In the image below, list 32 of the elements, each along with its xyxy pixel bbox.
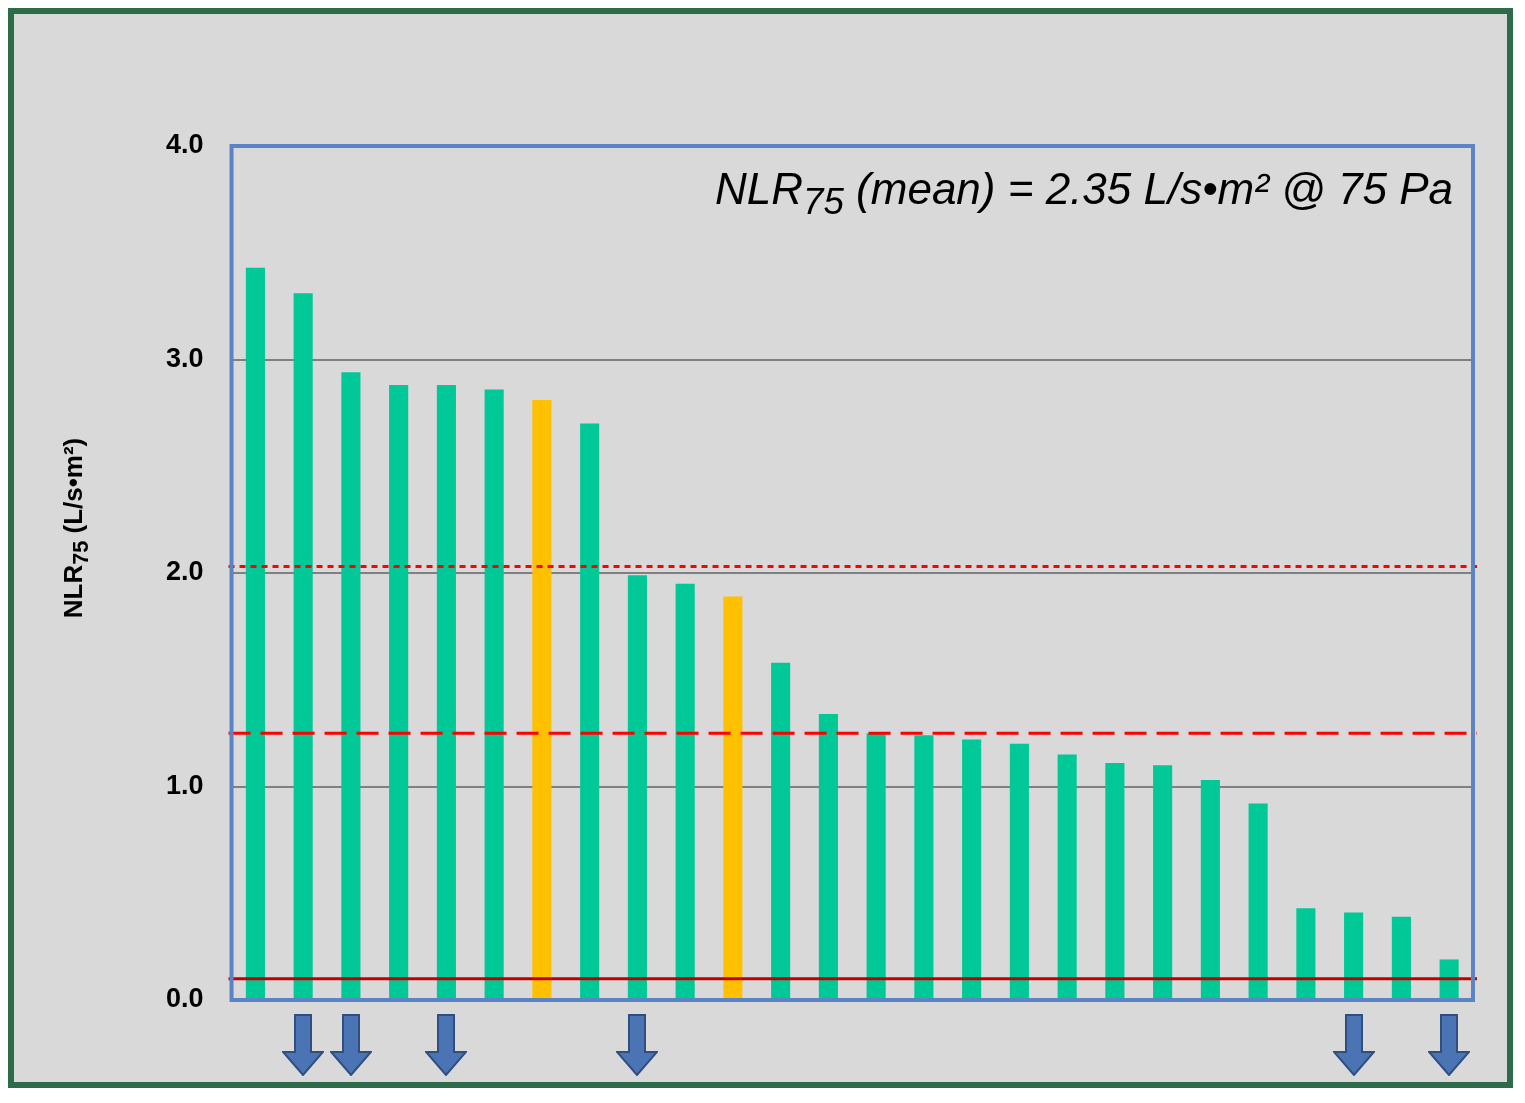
bar — [436, 385, 456, 999]
bar — [1248, 803, 1268, 999]
bar — [627, 575, 647, 999]
bar — [866, 733, 886, 999]
bar — [818, 713, 838, 999]
bar — [1153, 765, 1173, 999]
bar — [532, 400, 552, 999]
bar — [580, 423, 600, 999]
bar — [723, 596, 743, 999]
y-tick-label: 3.0 — [165, 342, 204, 373]
bar — [341, 372, 361, 999]
bar — [675, 583, 695, 999]
y-tick-label: 1.0 — [165, 769, 204, 800]
bar — [1344, 912, 1364, 999]
y-tick-label: 0.0 — [165, 983, 204, 1014]
bar — [914, 735, 934, 999]
bar — [1200, 780, 1220, 999]
bar — [1009, 743, 1029, 999]
annotation: NLR$_{75}$ (mean) = 2.35 L/s•m² @ 75 Pa — [715, 164, 1453, 223]
bar — [484, 389, 504, 999]
bar — [1439, 959, 1459, 999]
bar — [245, 267, 265, 999]
bar — [1296, 908, 1316, 999]
bar — [389, 385, 409, 999]
y-tick-label: 2.0 — [165, 556, 204, 587]
bar — [1391, 916, 1411, 999]
bar — [293, 293, 313, 999]
y-tick-label: 4.0 — [165, 129, 204, 160]
bar — [1057, 754, 1077, 999]
bar — [962, 739, 982, 999]
bar — [1105, 763, 1125, 999]
bar — [771, 662, 791, 999]
